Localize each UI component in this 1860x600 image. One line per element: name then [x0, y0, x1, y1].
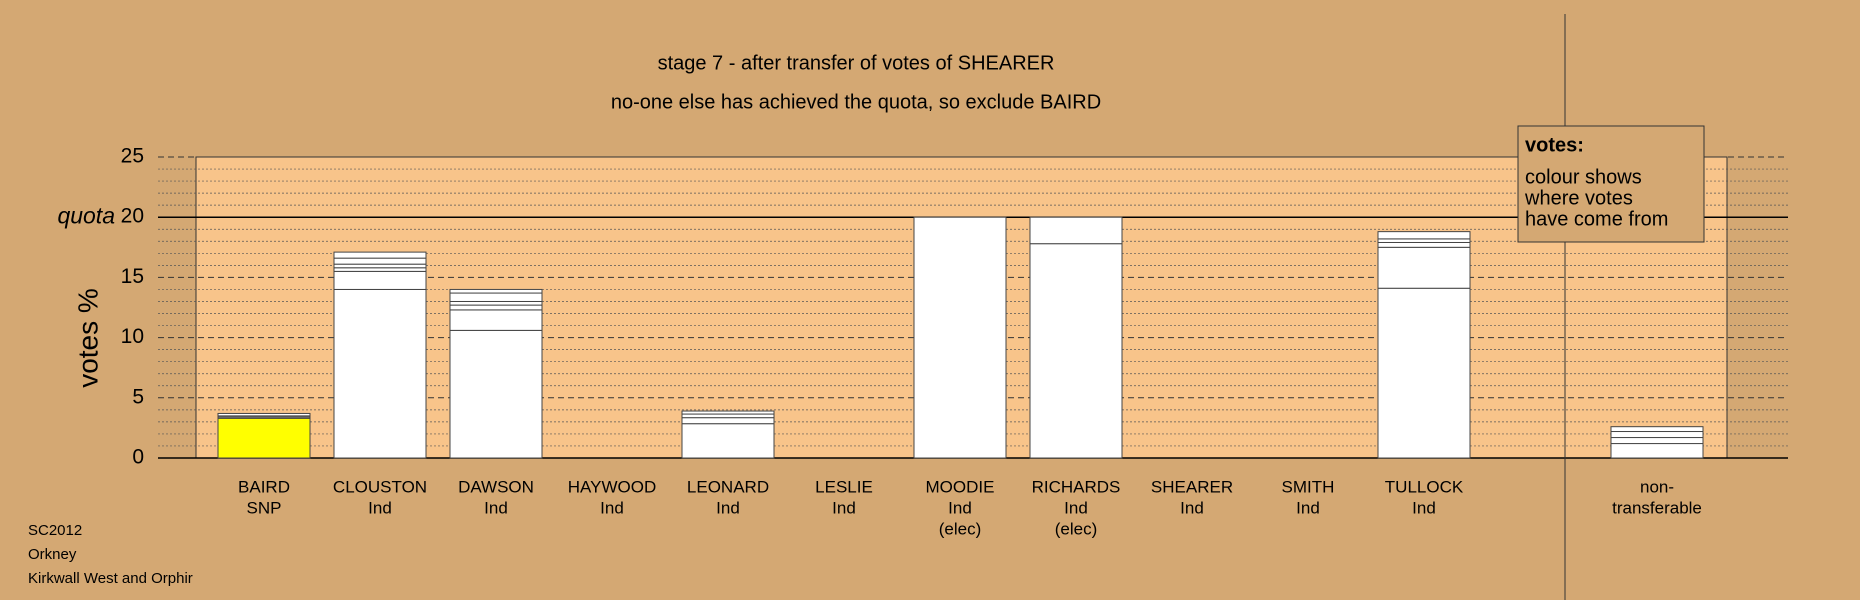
x-tick-label: non- — [1640, 477, 1674, 496]
bar-segment — [449, 329, 543, 459]
chart-subtitle: no-one else has achieved the quota, so e… — [611, 91, 1101, 113]
bar-segment — [1610, 437, 1704, 445]
x-tick-label: (elec) — [1055, 519, 1098, 538]
chart-title: stage 7 - after transfer of votes of SHE… — [658, 52, 1055, 74]
x-tick-label: transferable — [1612, 498, 1702, 517]
legend-text: have come from — [1525, 208, 1668, 230]
x-tick-label: Ind — [600, 498, 624, 517]
x-tick-label: Ind — [1180, 498, 1204, 517]
y-tick-label: 10 — [121, 325, 144, 348]
x-tick-label: Ind — [1064, 498, 1088, 517]
x-tick-label: LESLIE — [815, 477, 873, 496]
bar-segment — [449, 292, 543, 302]
x-tick-label: Ind — [832, 498, 856, 517]
legend-box — [1517, 125, 1705, 243]
bar-segment — [217, 412, 311, 417]
x-tick-label: RICHARDS — [1032, 477, 1121, 496]
bar-segment — [449, 288, 543, 294]
bar-segment — [333, 263, 427, 269]
bar-segment — [1029, 243, 1123, 459]
x-tick-label: SMITH — [1282, 477, 1335, 496]
bar-segment — [1377, 241, 1471, 248]
bar-segment — [449, 309, 543, 331]
bar-segment — [1377, 238, 1471, 243]
x-tick-label: MOODIE — [926, 477, 995, 496]
legend-text: colour shows — [1525, 166, 1642, 188]
x-tick-label: Ind — [948, 498, 972, 517]
bar-segment — [333, 267, 427, 272]
x-tick-label: SHEARER — [1151, 477, 1233, 496]
x-tick-label: Ind — [368, 498, 392, 517]
y-tick-label: 15 — [121, 265, 144, 288]
bar-segment — [681, 413, 775, 419]
x-tick-label: HAYWOOD — [568, 477, 656, 496]
y-axis-title: votes % — [72, 288, 103, 388]
y-tick-label: 5 — [132, 385, 144, 408]
bar-segment — [681, 417, 775, 425]
x-tick-label: BAIRD — [238, 477, 290, 496]
x-tick-label: Ind — [1412, 498, 1436, 517]
bar-segment — [1377, 287, 1471, 459]
bar-segment — [333, 257, 427, 265]
bar-segment — [449, 300, 543, 306]
x-tick-label: CLOUSTON — [333, 477, 427, 496]
y-tick-label: 20 — [121, 205, 144, 228]
footer-text: Orkney — [28, 546, 77, 563]
bar-segment — [1610, 443, 1704, 459]
bar-segment — [333, 251, 427, 259]
x-tick-label: Ind — [484, 498, 508, 517]
y-tick-label: 0 — [132, 446, 144, 469]
bar-segment — [449, 304, 543, 311]
bar-segment — [913, 216, 1007, 459]
bar-segment — [1377, 246, 1471, 289]
bar-segment — [217, 417, 311, 459]
x-tick-label: (elec) — [939, 519, 982, 538]
bar-segment — [1377, 231, 1471, 240]
x-tick-label: TULLOCK — [1385, 477, 1464, 496]
bar-segment — [1029, 216, 1123, 245]
bar-segment — [1610, 426, 1704, 433]
bar-segment — [333, 288, 427, 459]
quota-label: quota — [57, 202, 115, 228]
x-tick-label: DAWSON — [458, 477, 534, 496]
bar-segment — [681, 423, 775, 459]
bar-segment — [681, 410, 775, 415]
x-tick-label: LEONARD — [687, 477, 769, 496]
x-tick-label: Ind — [716, 498, 740, 517]
bar-segment — [333, 270, 427, 290]
y-tick-label: 25 — [121, 145, 144, 168]
footer-text: SC2012 — [28, 522, 82, 539]
x-tick-label: Ind — [1296, 498, 1320, 517]
bar-segment — [1610, 431, 1704, 439]
legend-title: votes: — [1525, 134, 1584, 156]
footer-text: Kirkwall West and Orphir — [28, 570, 193, 587]
x-tick-label: SNP — [247, 498, 282, 517]
legend-text: where votes — [1524, 187, 1633, 209]
